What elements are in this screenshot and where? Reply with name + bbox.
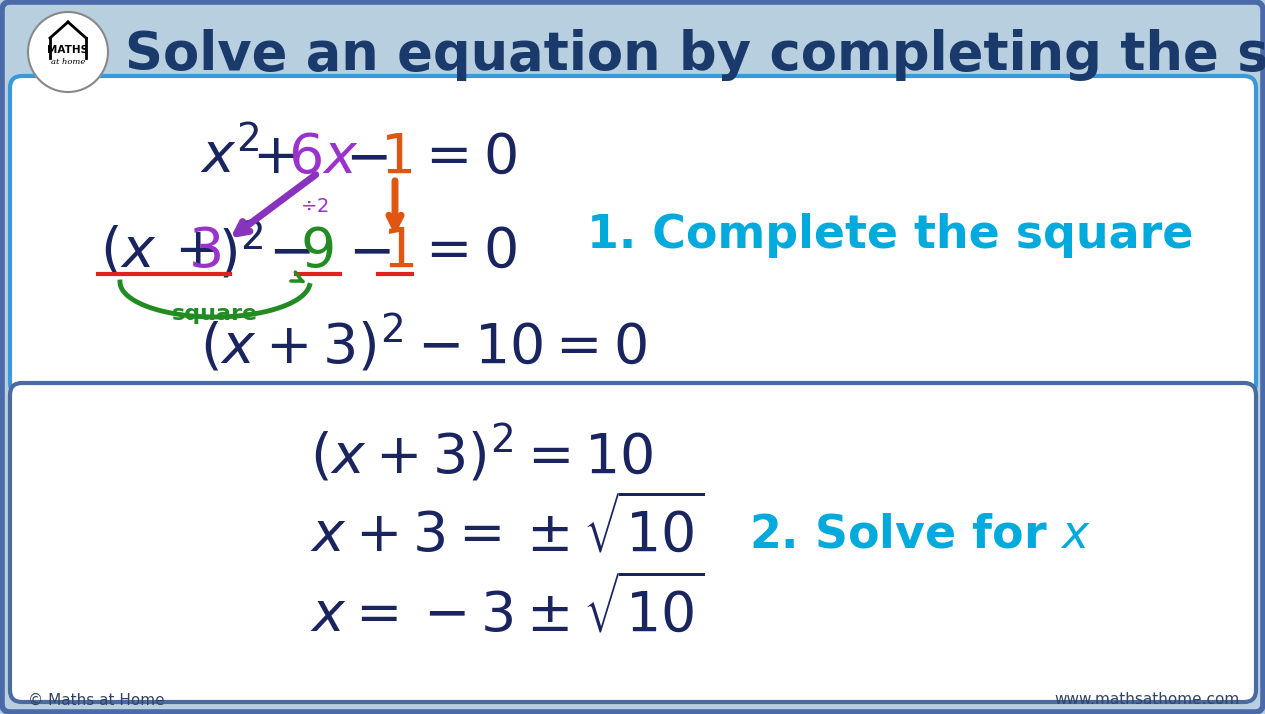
Text: Solve an equation by completing the square: Solve an equation by completing the squa… xyxy=(125,29,1265,81)
Text: $+$: $+$ xyxy=(252,131,295,185)
Text: $(x + 3)^2 - 10 = 0$: $(x + 3)^2 - 10 = 0$ xyxy=(200,314,646,376)
Text: $1$: $1$ xyxy=(382,225,414,279)
Text: $= 0$: $= 0$ xyxy=(415,225,517,279)
FancyBboxPatch shape xyxy=(10,76,1256,395)
FancyBboxPatch shape xyxy=(3,2,1262,712)
Text: www.mathsathome.com: www.mathsathome.com xyxy=(1055,693,1240,708)
Text: 1. Complete the square: 1. Complete the square xyxy=(587,213,1193,258)
Text: $(x\,+$: $(x\,+$ xyxy=(100,225,216,279)
Text: $-$: $-$ xyxy=(345,131,387,185)
Text: $1$: $1$ xyxy=(380,131,412,185)
Text: $x + 3 = \pm\sqrt{10}$: $x + 3 = \pm\sqrt{10}$ xyxy=(310,497,705,563)
Text: $(x + 3)^2 = 10$: $(x + 3)^2 = 10$ xyxy=(310,424,654,486)
Text: 2. Solve for $x$: 2. Solve for $x$ xyxy=(749,513,1092,558)
Text: $x = -3 \pm \sqrt{10}$: $x = -3 \pm \sqrt{10}$ xyxy=(310,577,705,643)
Text: square: square xyxy=(172,304,258,324)
Text: $-$: $-$ xyxy=(268,225,311,279)
Text: $6x$: $6x$ xyxy=(288,131,358,185)
Text: $-$: $-$ xyxy=(348,225,391,279)
Text: MATHS: MATHS xyxy=(48,45,89,55)
Text: $)^2$: $)^2$ xyxy=(218,221,263,283)
FancyBboxPatch shape xyxy=(10,383,1256,702)
Text: at home: at home xyxy=(51,58,85,66)
Text: © Maths at Home: © Maths at Home xyxy=(28,693,164,708)
Text: $\div 2$: $\div 2$ xyxy=(300,196,329,216)
Text: $x^2$: $x^2$ xyxy=(200,131,259,186)
Circle shape xyxy=(28,12,108,92)
Text: $3$: $3$ xyxy=(188,225,221,279)
Text: $= 0$: $= 0$ xyxy=(415,131,517,185)
Text: $9$: $9$ xyxy=(300,225,334,279)
